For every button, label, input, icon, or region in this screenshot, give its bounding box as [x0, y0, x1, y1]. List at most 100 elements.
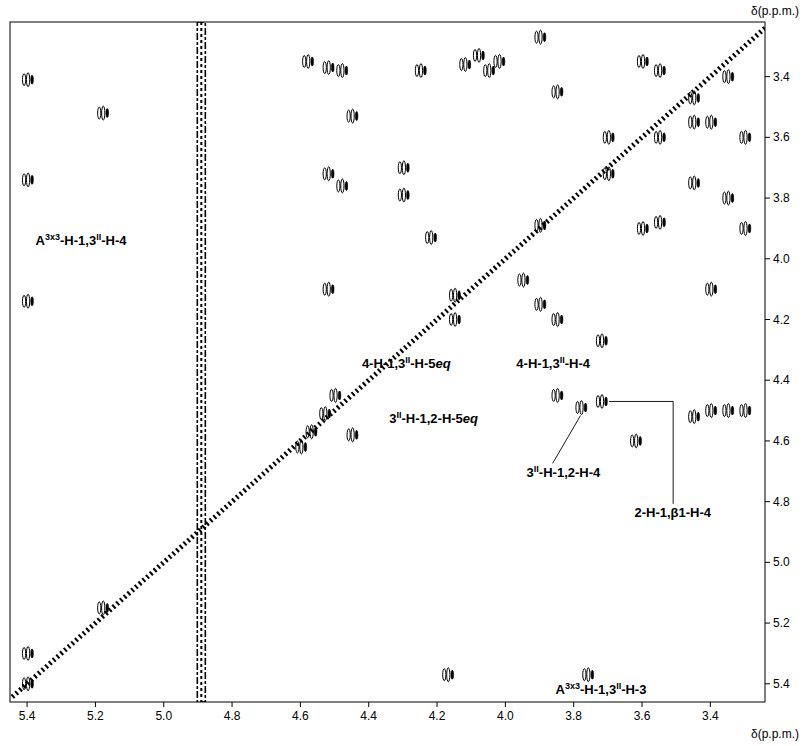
cross-peak	[22, 677, 33, 691]
cross-peak	[654, 215, 665, 229]
annotations: A3x3-H-1,3II-H-4 4-H-1,3II-H-5eq 4-H-1,3II…	[36, 232, 712, 697]
y-tick	[765, 683, 770, 684]
x-tick	[300, 702, 301, 707]
x-axis-title: δ(p.p.m.)	[751, 727, 799, 741]
cross-peak	[473, 48, 484, 62]
x-tick-label: 3.4	[702, 709, 719, 723]
cross-peak	[323, 167, 334, 181]
cross-peak	[303, 54, 314, 68]
y-tick-label: 4.0	[773, 252, 790, 266]
water-ridge-core	[200, 22, 202, 702]
cross-peak	[552, 388, 563, 402]
y-tick	[765, 76, 770, 77]
cross-peak	[740, 221, 751, 235]
x-tick-label: 5.2	[87, 709, 104, 723]
diagonal	[10, 28, 765, 699]
y-tick-label: 5.4	[773, 677, 790, 691]
cross-peak	[583, 668, 594, 682]
cross-peak	[631, 434, 642, 448]
y-tick-label: 5.2	[773, 616, 790, 630]
cross-peak	[22, 73, 33, 87]
cross-peak	[398, 188, 409, 202]
cross-peak	[654, 64, 665, 78]
y-tick	[765, 137, 770, 138]
cross-peak	[535, 30, 546, 44]
cross-peak	[415, 64, 426, 78]
y-tick-label: 4.2	[773, 313, 790, 327]
cross-peak	[535, 297, 546, 311]
cross-peak	[323, 282, 334, 296]
cross-peak	[637, 221, 648, 235]
peak-label: A3x3-H-1,3II-H-4	[36, 232, 128, 248]
y-tick-label: 4.8	[773, 495, 790, 509]
peak-label: 4-H-1,3II-H-5eq	[362, 355, 451, 371]
cross-peak	[689, 410, 700, 424]
cross-peak	[689, 176, 700, 190]
cross-peak	[723, 404, 734, 418]
y-tick	[765, 501, 770, 502]
y-tick	[765, 562, 770, 563]
x-tick-label: 4.0	[497, 709, 514, 723]
y-axis-title: δ(p.p.m.)	[751, 4, 799, 18]
cross-peak	[347, 428, 358, 442]
x-tick-label: 5.0	[155, 709, 172, 723]
cross-peak	[706, 115, 717, 129]
x-tick	[27, 702, 28, 707]
y-tick-label: 4.4	[773, 373, 790, 387]
cross-peak	[398, 161, 409, 175]
cross-peak	[330, 388, 341, 402]
x-tick	[368, 702, 369, 707]
cross-peak	[740, 130, 751, 144]
x-tick-label: 5.4	[19, 709, 36, 723]
frame	[10, 22, 765, 702]
cross-peak	[494, 54, 505, 68]
cross-peak	[484, 64, 495, 78]
cross-peak	[518, 273, 529, 287]
cross-peak	[450, 288, 461, 302]
y-tick	[765, 380, 770, 381]
x-tick-label: 3.6	[634, 709, 651, 723]
cross-peak	[22, 294, 33, 308]
x-tick	[95, 702, 96, 707]
chart: 5.45.25.04.84.64.44.24.03.83.63.43.43.63…	[0, 0, 803, 746]
y-tick	[765, 440, 770, 441]
leader-line	[553, 416, 581, 464]
x-tick	[505, 702, 506, 707]
cross-peak	[460, 58, 471, 72]
cross-peak	[603, 130, 614, 144]
x-tick-label: 4.6	[292, 709, 309, 723]
cross-peak	[443, 668, 454, 682]
cross-peak	[535, 218, 546, 232]
plot-marks	[10, 22, 765, 702]
x-tick	[710, 702, 711, 707]
x-tick-label: 4.2	[429, 709, 446, 723]
cross-peak	[347, 109, 358, 123]
peak-label: A3x3-H-1,3II-H-3	[556, 681, 647, 697]
y-tick-label: 5.0	[773, 555, 790, 569]
y-tick	[765, 319, 770, 320]
y-tick	[765, 198, 770, 199]
cross-peak	[296, 440, 307, 454]
y-tick-label: 3.4	[773, 70, 790, 84]
x-tick	[642, 702, 643, 707]
peak-label: 3II-H-1,2-H-5eq	[389, 410, 478, 426]
cross-peak	[596, 394, 607, 408]
x-tick	[437, 702, 438, 707]
cross-peak	[723, 191, 734, 205]
cross-peak	[552, 85, 563, 99]
y-tick	[765, 623, 770, 624]
cross-peak	[706, 404, 717, 418]
cross-peak	[576, 401, 587, 415]
cross-peak	[320, 407, 331, 421]
cross-peak	[603, 167, 614, 181]
cross-peak	[450, 313, 461, 327]
y-tick	[765, 258, 770, 259]
cross-peak	[98, 601, 109, 615]
cross-peak	[22, 173, 33, 187]
cross-peak	[689, 115, 700, 129]
cross-peak	[706, 282, 717, 296]
y-tick-label: 3.6	[773, 130, 790, 144]
cross-peak	[98, 106, 109, 120]
cross-peak	[689, 91, 700, 105]
peak-label: 4-H-1,3II-H-4	[516, 355, 590, 371]
